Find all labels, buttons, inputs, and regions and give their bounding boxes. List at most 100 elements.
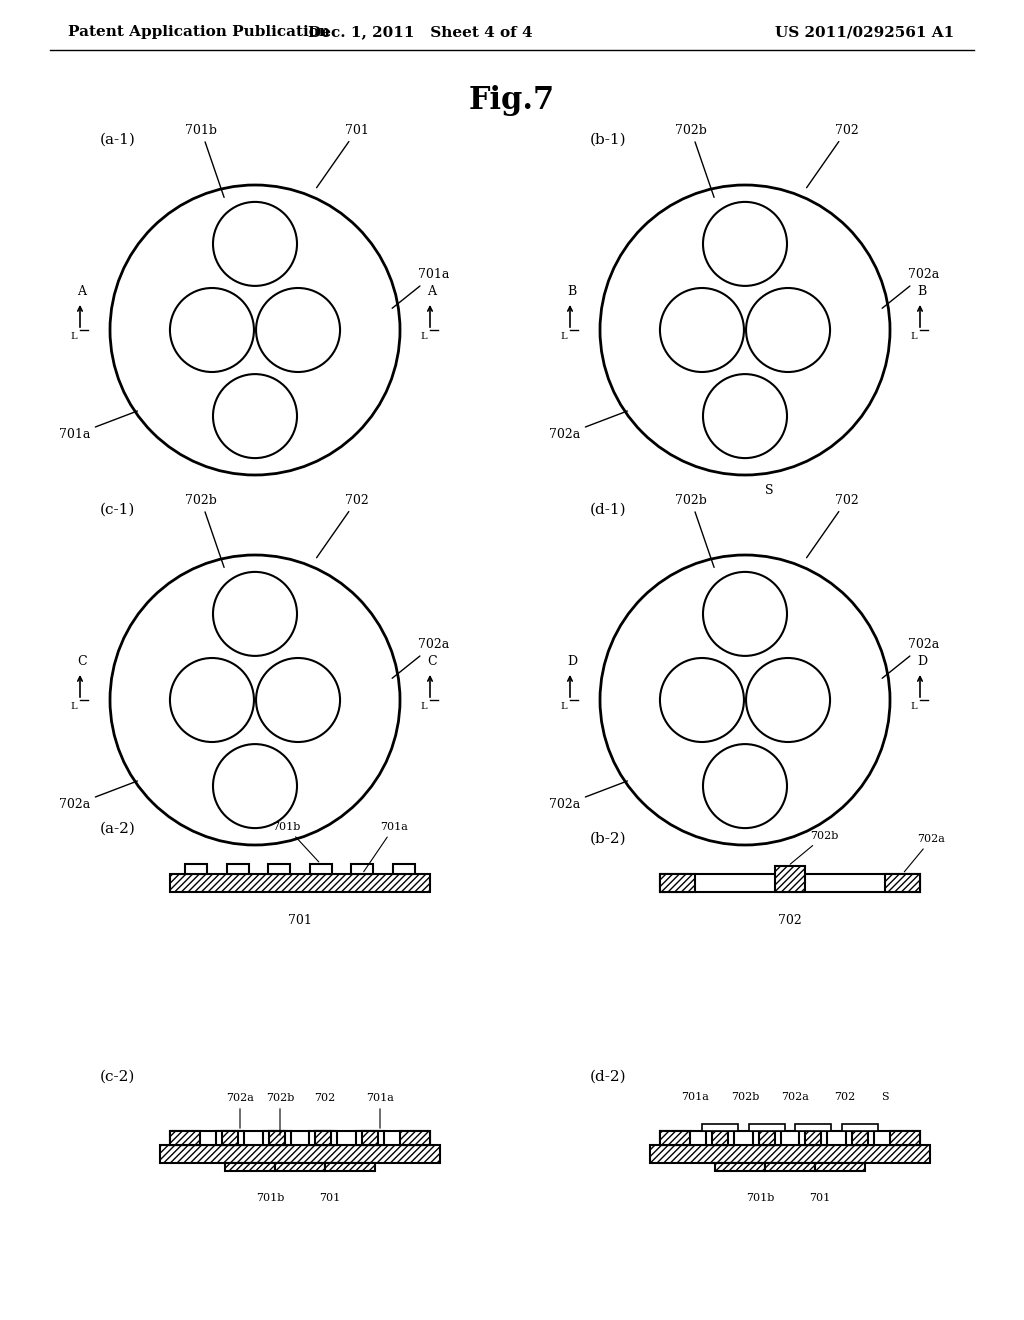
Text: 702b: 702b (185, 494, 224, 568)
Bar (362, 1131, 378, 1144)
Bar (392, 865, 415, 874)
Text: L: L (71, 702, 77, 711)
Bar (268, 865, 290, 874)
Text: (d-1): (d-1) (590, 503, 627, 517)
Bar (765, 1163, 815, 1171)
Text: 702b: 702b (731, 1092, 759, 1102)
Text: 701a: 701a (366, 1093, 394, 1104)
Text: 702b: 702b (675, 494, 714, 568)
Text: 702a: 702a (882, 639, 939, 678)
Bar (309, 865, 332, 874)
Text: 702a: 702a (58, 781, 137, 812)
Bar (852, 1131, 868, 1144)
Text: 702: 702 (778, 913, 802, 927)
Text: 702: 702 (807, 124, 859, 187)
Bar (890, 1131, 920, 1144)
Text: D: D (916, 655, 927, 668)
Bar (275, 1163, 325, 1171)
Bar (650, 1144, 930, 1163)
Bar (660, 1131, 690, 1144)
Text: S: S (765, 484, 773, 498)
Text: L: L (71, 333, 77, 341)
Text: 702a: 702a (549, 781, 628, 812)
Text: L: L (560, 333, 567, 341)
Text: 701: 701 (319, 1193, 341, 1203)
Bar (846, 1131, 874, 1144)
Bar (715, 1163, 765, 1171)
Bar (660, 874, 695, 892)
Text: 701: 701 (809, 1193, 830, 1203)
Text: (c-1): (c-1) (100, 503, 135, 517)
Bar (712, 1131, 728, 1144)
Bar (749, 1125, 784, 1131)
Text: 702b: 702b (675, 124, 714, 198)
Text: Dec. 1, 2011   Sheet 4 of 4: Dec. 1, 2011 Sheet 4 of 4 (307, 25, 532, 40)
Text: 702: 702 (835, 1092, 856, 1102)
Text: A: A (78, 285, 86, 298)
Text: 701b: 701b (272, 822, 318, 862)
Text: 702b: 702b (266, 1093, 294, 1104)
Bar (170, 1131, 430, 1144)
Bar (309, 1131, 337, 1144)
Text: (b-2): (b-2) (590, 832, 627, 846)
Text: D: D (567, 655, 578, 668)
Bar (263, 1131, 291, 1144)
Bar (660, 1131, 920, 1144)
Text: (c-2): (c-2) (100, 1071, 135, 1084)
Bar (796, 1125, 831, 1131)
Text: US 2011/0292561 A1: US 2011/0292561 A1 (775, 25, 954, 40)
Bar (815, 1163, 865, 1171)
Text: 702b: 702b (791, 832, 839, 865)
Text: 702a: 702a (781, 1092, 809, 1102)
Text: 702a: 702a (392, 639, 450, 678)
Bar (800, 1131, 827, 1144)
Text: 701a: 701a (58, 411, 137, 441)
Bar (356, 1131, 384, 1144)
Bar (805, 1131, 821, 1144)
Bar (775, 866, 805, 892)
Text: 701b: 701b (745, 1193, 774, 1203)
Text: (b-1): (b-1) (590, 133, 627, 147)
Text: (a-1): (a-1) (100, 133, 136, 147)
Text: L: L (910, 702, 918, 711)
Bar (842, 1125, 878, 1131)
Text: 702a: 702a (549, 411, 628, 441)
Bar (325, 1163, 375, 1171)
Bar (225, 1163, 275, 1171)
Bar (315, 1131, 332, 1144)
Text: 702: 702 (316, 494, 369, 558)
Text: 701a: 701a (364, 822, 408, 871)
Text: 701: 701 (316, 124, 369, 187)
Text: B: B (567, 285, 577, 298)
Text: 702a: 702a (904, 834, 945, 873)
Bar (268, 1131, 285, 1144)
Bar (222, 1131, 238, 1144)
Bar (885, 874, 920, 892)
Text: B: B (918, 285, 927, 298)
Bar (216, 1131, 244, 1144)
Text: 701a: 701a (392, 268, 450, 309)
Text: 701a: 701a (681, 1092, 709, 1102)
Text: L: L (421, 333, 427, 341)
Bar (702, 1125, 738, 1131)
Text: L: L (910, 333, 918, 341)
Text: (d-2): (d-2) (590, 1071, 627, 1084)
Bar (227, 865, 249, 874)
Text: Fig.7: Fig.7 (469, 84, 555, 116)
Text: C: C (427, 655, 437, 668)
Bar (753, 1131, 780, 1144)
Bar (351, 865, 373, 874)
Bar (759, 1131, 775, 1144)
Text: C: C (77, 655, 87, 668)
Text: L: L (560, 702, 567, 711)
Text: 702a: 702a (226, 1093, 254, 1104)
Bar (660, 874, 920, 892)
Bar (160, 1144, 440, 1163)
Text: S: S (882, 1092, 889, 1102)
Text: 702a: 702a (882, 268, 939, 309)
Bar (706, 1131, 734, 1144)
Text: A: A (427, 285, 436, 298)
Text: 702: 702 (314, 1093, 336, 1104)
Text: L: L (421, 702, 427, 711)
Bar (170, 1131, 200, 1144)
